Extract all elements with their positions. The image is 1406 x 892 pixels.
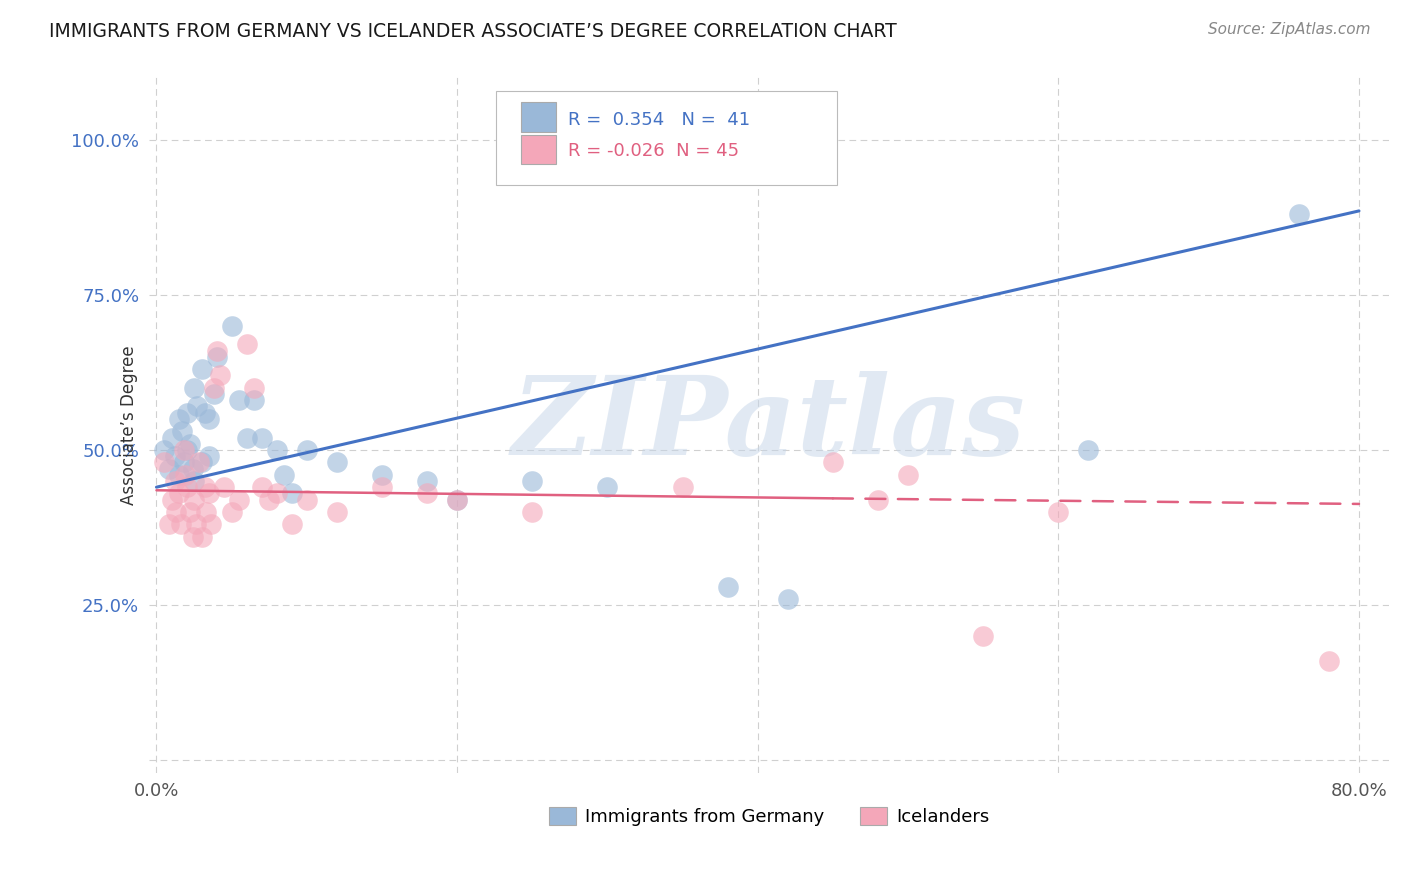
Point <box>167 467 190 482</box>
Point <box>173 455 195 469</box>
Point <box>221 505 243 519</box>
Point <box>243 393 266 408</box>
Point <box>190 455 212 469</box>
Text: R = -0.026  N = 45: R = -0.026 N = 45 <box>568 142 740 160</box>
Point <box>821 455 844 469</box>
Point <box>179 505 201 519</box>
Point <box>295 442 318 457</box>
Point <box>186 400 208 414</box>
Point <box>281 486 304 500</box>
Point <box>194 480 217 494</box>
Point <box>187 455 209 469</box>
Point <box>176 442 198 457</box>
Point <box>1317 654 1340 668</box>
Point <box>173 442 195 457</box>
Point <box>717 580 740 594</box>
Point <box>179 436 201 450</box>
Point <box>326 505 349 519</box>
Point <box>596 480 619 494</box>
Point <box>205 343 228 358</box>
Point <box>371 480 394 494</box>
Point <box>200 517 222 532</box>
Point <box>295 492 318 507</box>
Point <box>157 461 180 475</box>
Point <box>522 474 544 488</box>
Point <box>183 492 205 507</box>
FancyBboxPatch shape <box>496 91 837 186</box>
Point <box>522 505 544 519</box>
Point <box>160 492 183 507</box>
Point <box>157 517 180 532</box>
Text: ZIPatlas: ZIPatlas <box>512 371 1026 479</box>
Point <box>326 455 349 469</box>
Point <box>160 430 183 444</box>
Point <box>212 480 235 494</box>
Point <box>235 337 257 351</box>
Point <box>181 530 204 544</box>
Point <box>897 467 920 482</box>
Point <box>243 381 266 395</box>
Point <box>174 467 197 482</box>
Point <box>257 492 280 507</box>
Point <box>163 474 186 488</box>
Point <box>1288 207 1310 221</box>
Y-axis label: Associate’s Degree: Associate’s Degree <box>120 345 138 505</box>
Text: R =  0.354   N =  41: R = 0.354 N = 41 <box>568 111 751 128</box>
Point <box>228 492 250 507</box>
Point <box>371 467 394 482</box>
Point <box>866 492 889 507</box>
Point <box>195 505 218 519</box>
Bar <box>522 136 555 164</box>
Legend: Immigrants from Germany, Icelanders: Immigrants from Germany, Icelanders <box>541 799 997 833</box>
Point <box>167 412 190 426</box>
Point <box>190 530 212 544</box>
Point <box>163 449 186 463</box>
Point <box>183 381 205 395</box>
Point <box>446 492 468 507</box>
Point <box>416 486 439 500</box>
Point <box>202 387 225 401</box>
Point <box>167 486 190 500</box>
Point <box>190 362 212 376</box>
Point <box>198 449 221 463</box>
Point <box>153 455 176 469</box>
Point <box>446 492 468 507</box>
Point <box>194 406 217 420</box>
Point <box>235 430 257 444</box>
Point <box>176 480 198 494</box>
Point <box>176 406 198 420</box>
Point <box>671 480 693 494</box>
Point <box>181 461 204 475</box>
Point <box>184 517 207 532</box>
Point <box>183 474 205 488</box>
Point <box>228 393 250 408</box>
Point <box>169 517 191 532</box>
Point <box>153 442 176 457</box>
Bar <box>522 103 555 132</box>
Point <box>266 486 288 500</box>
Point <box>250 480 273 494</box>
Point <box>165 505 187 519</box>
Point <box>266 442 288 457</box>
Point <box>1077 442 1099 457</box>
Point <box>198 412 221 426</box>
Text: IMMIGRANTS FROM GERMANY VS ICELANDER ASSOCIATE’S DEGREE CORRELATION CHART: IMMIGRANTS FROM GERMANY VS ICELANDER ASS… <box>49 22 897 41</box>
Point <box>281 517 304 532</box>
Point <box>250 430 273 444</box>
Point <box>416 474 439 488</box>
Point <box>170 425 193 439</box>
Point <box>273 467 295 482</box>
Point <box>221 318 243 333</box>
Text: Source: ZipAtlas.com: Source: ZipAtlas.com <box>1208 22 1371 37</box>
Point <box>205 350 228 364</box>
Point <box>208 368 231 383</box>
Point <box>198 486 221 500</box>
Point <box>202 381 225 395</box>
Point <box>972 629 994 643</box>
Point <box>1047 505 1070 519</box>
Point <box>776 591 799 606</box>
